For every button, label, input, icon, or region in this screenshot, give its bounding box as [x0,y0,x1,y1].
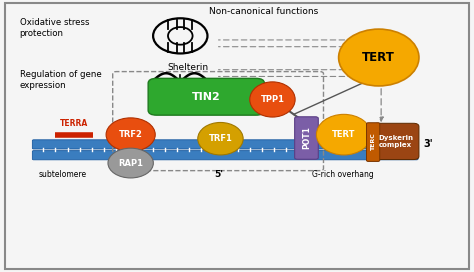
Text: Regulation of gene
expression: Regulation of gene expression [19,70,101,90]
FancyBboxPatch shape [148,78,264,115]
Ellipse shape [317,114,371,155]
Text: TPP1: TPP1 [260,95,284,104]
Ellipse shape [198,122,243,155]
Ellipse shape [106,118,155,152]
Text: 3': 3' [424,139,433,149]
Text: Oxidative stress
protection: Oxidative stress protection [19,18,89,38]
Text: TERRA: TERRA [60,119,88,128]
Text: TIN2: TIN2 [192,92,221,102]
Text: G-rich overhang: G-rich overhang [312,170,374,179]
Text: subtelomere: subtelomere [38,170,87,179]
Text: Shelterin: Shelterin [167,63,208,72]
Text: TRF1: TRF1 [209,134,232,143]
FancyBboxPatch shape [372,123,419,160]
Text: TERT: TERT [362,51,395,64]
Text: 5': 5' [215,170,224,179]
FancyBboxPatch shape [32,140,418,149]
Ellipse shape [338,29,419,86]
FancyBboxPatch shape [32,151,418,160]
Text: Non-canonical functions: Non-canonical functions [209,7,318,17]
Text: TRF2: TRF2 [118,130,143,139]
FancyBboxPatch shape [295,117,318,159]
Text: POT1: POT1 [302,126,311,150]
Text: RAP1: RAP1 [118,159,143,168]
Text: TERC: TERC [371,133,375,151]
Ellipse shape [250,82,295,117]
Ellipse shape [108,148,154,178]
Text: Dyskerin
complex: Dyskerin complex [378,135,413,148]
Text: TERT: TERT [332,130,356,139]
FancyBboxPatch shape [366,123,380,162]
